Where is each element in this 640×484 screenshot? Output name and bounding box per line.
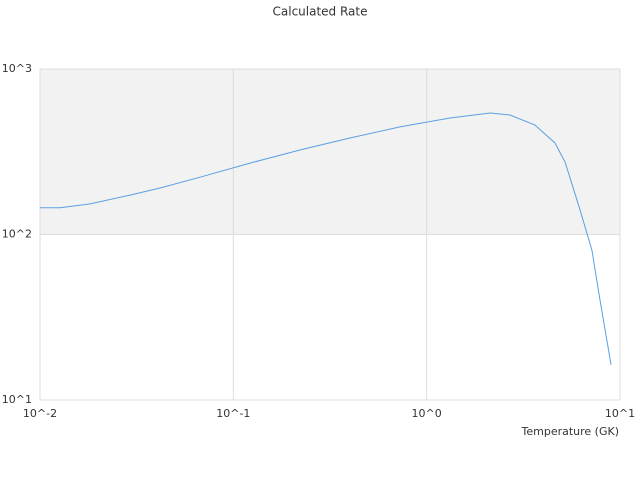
x-tick-label: 10^-2: [23, 407, 57, 420]
y-tick-label: 10^2: [2, 228, 32, 241]
y-tick-label: 10^3: [2, 62, 32, 75]
x-axis-label: Temperature (GK): [521, 425, 620, 438]
y-tick-label: 10^1: [2, 393, 32, 406]
plot-band: [40, 69, 620, 235]
x-tick-label: 10^0: [412, 407, 442, 420]
x-tick-label: 10^1: [605, 407, 635, 420]
x-tick-label: 10^-1: [216, 407, 250, 420]
chart-title: Calculated Rate: [273, 5, 368, 19]
data-line: [40, 112, 612, 365]
